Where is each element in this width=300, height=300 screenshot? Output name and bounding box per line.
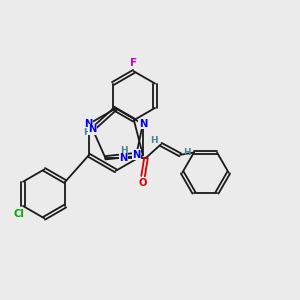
Text: F: F (130, 58, 137, 68)
Text: N: N (139, 119, 147, 129)
Text: O: O (139, 178, 147, 188)
Text: H: H (120, 146, 127, 155)
Text: N: N (132, 149, 140, 160)
Text: N: N (85, 119, 93, 129)
Text: H: H (183, 148, 190, 157)
Text: N: N (120, 153, 128, 163)
Text: N: N (88, 124, 97, 134)
Text: H: H (151, 136, 158, 145)
Text: H: H (83, 128, 91, 137)
Text: Cl: Cl (13, 209, 24, 219)
